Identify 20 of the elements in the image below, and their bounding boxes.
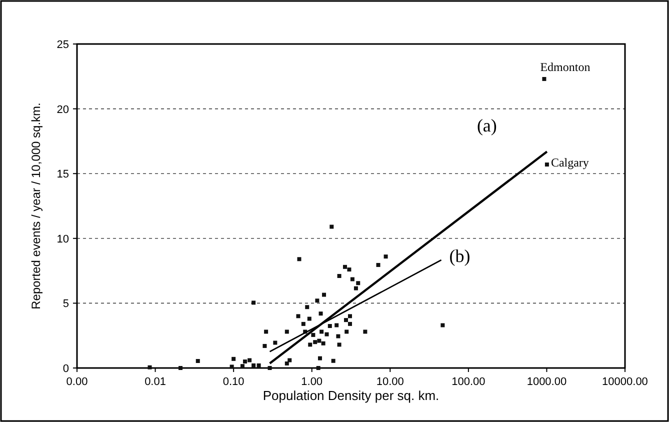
y-axis-title: Reported events / year / 10,000 sq.km. (29, 102, 43, 310)
text: (a) (476, 116, 497, 136)
x-tick-label: 0.01 (144, 376, 166, 388)
x-tick-label: 1.00 (301, 376, 323, 388)
x-tick-label: 10000.00 (602, 376, 648, 388)
y-tick-label: 25 (56, 39, 69, 51)
x-tick-label: 0.00 (66, 376, 88, 388)
x-tick-label: 100.00 (452, 376, 486, 388)
x-axis-title: Population Density per sq. km. (262, 388, 440, 403)
annotation: Calgary (550, 156, 589, 170)
y-tick-label: 20 (56, 104, 69, 116)
x-tick-label: 1000.00 (526, 376, 567, 388)
y-tick-label: 10 (56, 233, 69, 246)
y-tick-label: 0 (62, 363, 69, 375)
x-tick-label: 10.00 (376, 376, 404, 388)
x-tick-label: 0.10 (222, 376, 244, 388)
y-tick-label: 15 (56, 168, 69, 181)
annotation: Edmonton (540, 60, 590, 74)
y-tick-label: 5 (62, 298, 69, 310)
series-label: (b) (449, 246, 470, 266)
